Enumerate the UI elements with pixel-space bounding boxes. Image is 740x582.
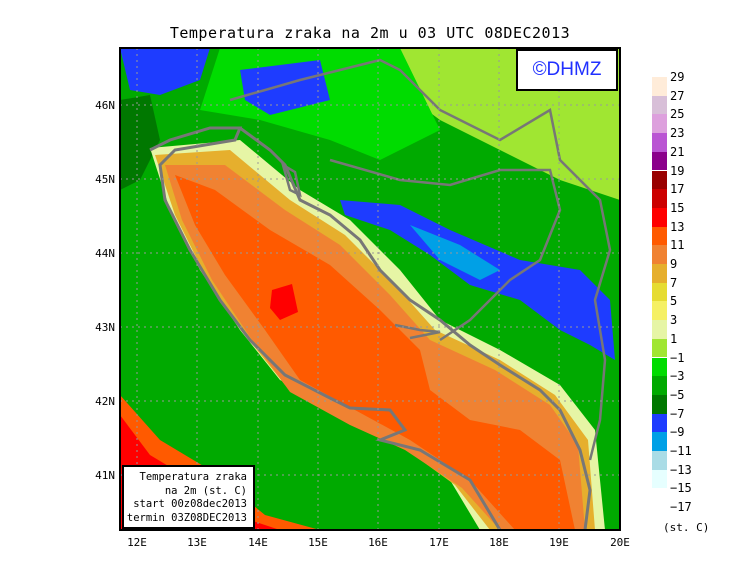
sea-red-orange	[175, 175, 575, 530]
legend-swatch	[652, 170, 667, 190]
border-bosnia	[329, 158, 562, 342]
lat-tick: 45N	[95, 173, 115, 186]
legend-swatch	[652, 451, 667, 470]
legend-label: −5	[670, 387, 685, 402]
coastline-croatia	[239, 126, 592, 530]
info-line: na 2m (st. C)	[164, 484, 247, 497]
lon-tick: 16E	[368, 536, 388, 549]
legend-label: 1	[670, 331, 678, 346]
legend-swatch	[652, 95, 667, 115]
legend-swatch	[652, 338, 667, 358]
legend-label: 13	[670, 219, 685, 234]
dark-green-land	[120, 95, 160, 190]
legend-swatch	[652, 394, 667, 414]
legend-label: 9	[670, 257, 678, 271]
legend-label: −13	[670, 462, 692, 477]
legend-swatch	[652, 151, 667, 171]
lat-tick: 44N	[95, 247, 115, 260]
lat-tick: 42N	[95, 395, 115, 408]
legend-label: 21	[670, 144, 685, 159]
legend-swatch	[652, 226, 667, 246]
legend-swatch	[652, 207, 667, 227]
very-cold-dinarides	[410, 225, 500, 280]
lon-tick: 15E	[308, 536, 328, 549]
lon-tick: 18E	[489, 536, 509, 549]
legend-label: 29	[670, 70, 685, 84]
info-box: Temperatura zraka na 2m (st. C) start 00…	[122, 465, 255, 529]
legend-label: 27	[670, 88, 685, 103]
legend-label: 17	[670, 182, 685, 197]
lon-tick: 19E	[549, 536, 569, 549]
lon-tick: 17E	[429, 536, 449, 549]
lon-tick: 14E	[248, 536, 268, 549]
cold-dinarides	[340, 200, 615, 360]
dhmz-logo: ©DHMZ	[516, 49, 618, 91]
legend-label: 5	[670, 294, 678, 309]
legend-swatch	[652, 264, 667, 283]
lon-tick: 12E	[127, 536, 147, 549]
legend-swatch	[652, 432, 667, 451]
info-line: termin 03Z08DEC2013	[126, 511, 247, 524]
legend-swatch	[652, 357, 667, 377]
legend-label: 25	[670, 107, 685, 122]
legend-label: −9	[670, 425, 685, 440]
lon-tick: 20E	[610, 536, 630, 549]
info-line: Temperatura zraka	[139, 471, 247, 483]
legend-swatch	[652, 133, 667, 152]
island-krk	[280, 162, 302, 198]
legend-swatch	[652, 77, 667, 96]
grid-lines	[120, 48, 620, 530]
map-title: Temperatura zraka na 2m u 03 UTC 08DEC20…	[169, 24, 571, 42]
lat-axis: 41N 42N 43N 44N 45N 46N	[95, 99, 115, 482]
legend-swatch	[652, 413, 667, 433]
legend-label: 3	[670, 313, 678, 328]
legend-swatch	[652, 114, 667, 134]
lat-tick: 41N	[95, 469, 115, 482]
lat-tick: 46N	[95, 99, 115, 112]
coastline-italy	[149, 126, 502, 530]
legend-label: −15	[670, 481, 692, 496]
islands-dalmatia	[394, 323, 441, 340]
legend-label: −7	[670, 406, 685, 421]
legend-label: −1	[670, 350, 685, 365]
legend-label: −17	[670, 500, 692, 515]
legend-label: 15	[670, 200, 685, 215]
legend-label: 19	[670, 163, 685, 178]
info-line: start 00z08dec2013	[133, 498, 247, 510]
lon-tick: 13E	[187, 536, 207, 549]
legend-swatch	[652, 301, 667, 321]
cold-alps	[120, 48, 210, 95]
cold-alps-2	[240, 60, 330, 115]
legend-label: −11	[670, 444, 692, 458]
sea-hotspot	[270, 284, 298, 320]
legend-swatch	[652, 245, 667, 264]
lon-axis: 12E 13E 14E 15E 16E 17E 18E 19E 20E	[127, 536, 630, 549]
map-frame	[119, 47, 621, 531]
legend-label: 23	[670, 126, 685, 141]
legend-label: −3	[670, 369, 685, 384]
legend-swatch	[652, 282, 667, 302]
legend-label: 7	[670, 275, 678, 290]
border-lines	[229, 58, 612, 461]
legend-swatch	[652, 320, 667, 339]
legend-swatch	[652, 469, 667, 489]
legend-units: (st. C)	[663, 521, 710, 534]
legend-label: 11	[670, 238, 685, 253]
legend-swatch	[652, 189, 667, 208]
legend-swatch	[652, 376, 667, 395]
lat-tick: 43N	[95, 321, 115, 334]
